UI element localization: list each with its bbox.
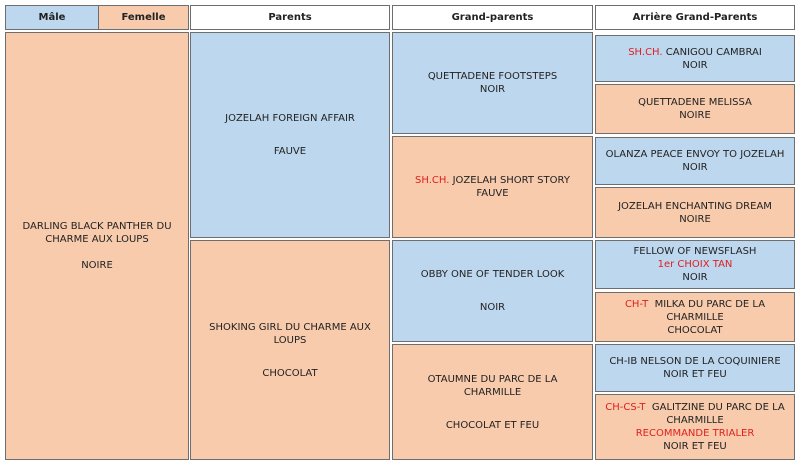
great-grandparent-cell-1: SH.CH. CANIGOU CAMBRAI NOIR xyxy=(595,35,795,82)
header-great-grandparents-label: Arrière Grand-Parents xyxy=(632,12,758,23)
grandparent-2-color: FAUVE xyxy=(476,188,509,199)
grandparent-2-title: SH.CH. xyxy=(415,175,450,186)
great-grandparent-8-note: RECOMMANDE TRIALER xyxy=(635,428,755,439)
great-grandparent-5-note: 1er CHOIX TAN xyxy=(657,259,733,270)
header-male-label: Mâle xyxy=(38,12,66,23)
grandparent-cell-1: QUETTADENE FOOTSTEPS NOIR xyxy=(392,32,593,134)
parent-sire-name: JOZELAH FOREIGN AFFAIR xyxy=(225,113,355,124)
great-grandparent-cell-6: CH-T MILKA DU PARC DE LA CHARMILLE CHOCO… xyxy=(595,292,795,342)
great-grandparent-cell-3: OLANZA PEACE ENVOY TO JOZELAH NOIR xyxy=(595,137,795,185)
grandparent-2-name: JOZELAH SHORT STORY xyxy=(452,175,570,186)
header-great-grandparents: Arrière Grand-Parents xyxy=(595,5,795,30)
great-grandparent-2-color: NOIRE xyxy=(679,110,711,121)
great-grandparent-6-color: CHOCOLAT xyxy=(667,324,723,336)
subject-color: NOIRE xyxy=(81,260,113,271)
great-grandparent-5-color: NOIR xyxy=(682,272,708,283)
great-grandparent-3-name: OLANZA PEACE ENVOY TO JOZELAH xyxy=(605,149,785,160)
header-male: Mâle xyxy=(5,5,99,30)
grandparent-cell-4: OTAUMNE DU PARC DE LA CHARMILLE CHOCOLAT… xyxy=(392,344,593,460)
great-grandparent-6-title: CH-T xyxy=(624,298,649,310)
great-grandparent-2-name: QUETTADENE MELISSA xyxy=(638,97,752,108)
grandparent-1-name: QUETTADENE FOOTSTEPS xyxy=(427,71,558,82)
grandparent-4-color: CHOCOLAT ET FEU xyxy=(445,419,540,431)
grandparent-cell-3: OBBY ONE OF TENDER LOOK NOIR xyxy=(392,240,593,342)
header-parents: Parents xyxy=(190,5,390,30)
parent-dam-name: SHOKING GIRL DU CHARME AUX LOUPS xyxy=(209,321,371,346)
header-parents-label: Parents xyxy=(268,12,312,23)
great-grandparent-1-name: CANIGOU CAMBRAI xyxy=(665,46,762,58)
header-grandparents: Grand-parents xyxy=(392,5,593,30)
parent-sire: JOZELAH FOREIGN AFFAIR FAUVE xyxy=(190,32,390,238)
great-grandparent-1-title: SH.CH. xyxy=(628,46,663,58)
header-female-label: Femelle xyxy=(121,12,166,23)
header-female: Femelle xyxy=(98,5,189,30)
grandparent-3-name: OBBY ONE OF TENDER LOOK xyxy=(420,269,565,280)
subject-cell: DARLING BLACK PANTHER DU CHARME AUX LOUP… xyxy=(5,32,189,460)
great-grandparent-8-name: GALITZINE DU PARC DE LA CHARMILLE xyxy=(651,402,785,426)
grandparent-4-name: OTAUMNE DU PARC DE LA CHARMILLE xyxy=(427,373,558,398)
great-grandparent-8-title: CH-CS-T xyxy=(605,402,646,413)
great-grandparent-5-name: FELLOW OF NEWSFLASH xyxy=(633,246,757,257)
parent-sire-color: FAUVE xyxy=(273,146,307,157)
great-grandparent-cell-7: CH-IB NELSON DE LA COQUINIERE NOIR ET FE… xyxy=(595,344,795,392)
grandparent-1-color: NOIR xyxy=(479,84,506,95)
great-grandparent-cell-4: JOZELAH ENCHANTING DREAM NOIRE xyxy=(595,187,795,238)
great-grandparent-3-color: NOIR xyxy=(682,162,708,173)
great-grandparent-cell-8: CH-CS-T GALITZINE DU PARC DE LA CHARMILL… xyxy=(595,394,795,460)
great-grandparent-7-name: CH-IB NELSON DE LA COQUINIERE xyxy=(609,356,781,367)
header-grandparents-label: Grand-parents xyxy=(451,12,534,23)
great-grandparent-6-name: MILKA DU PARC DE LA CHARMILLE xyxy=(654,298,766,323)
great-grandparent-4-color: NOIRE xyxy=(679,213,711,225)
great-grandparent-4-name: JOZELAH ENCHANTING DREAM xyxy=(618,200,772,212)
parent-dam-color: CHOCOLAT xyxy=(262,367,318,379)
parent-dam: SHOKING GIRL DU CHARME AUX LOUPS CHOCOLA… xyxy=(190,240,390,460)
great-grandparent-8-color: NOIR ET FEU xyxy=(663,441,727,452)
grandparent-cell-2: SH.CH. JOZELAH SHORT STORY FAUVE xyxy=(392,136,593,238)
subject-name: DARLING BLACK PANTHER DU CHARME AUX LOUP… xyxy=(22,221,172,245)
great-grandparent-cell-2: QUETTADENE MELISSA NOIRE xyxy=(595,84,795,134)
grandparent-3-color: NOIR xyxy=(479,302,506,313)
great-grandparent-cell-5: FELLOW OF NEWSFLASH 1er CHOIX TAN NOIR xyxy=(595,240,795,289)
great-grandparent-7-color: NOIR ET FEU xyxy=(663,369,727,380)
great-grandparent-1-color: NOIR xyxy=(682,59,708,71)
